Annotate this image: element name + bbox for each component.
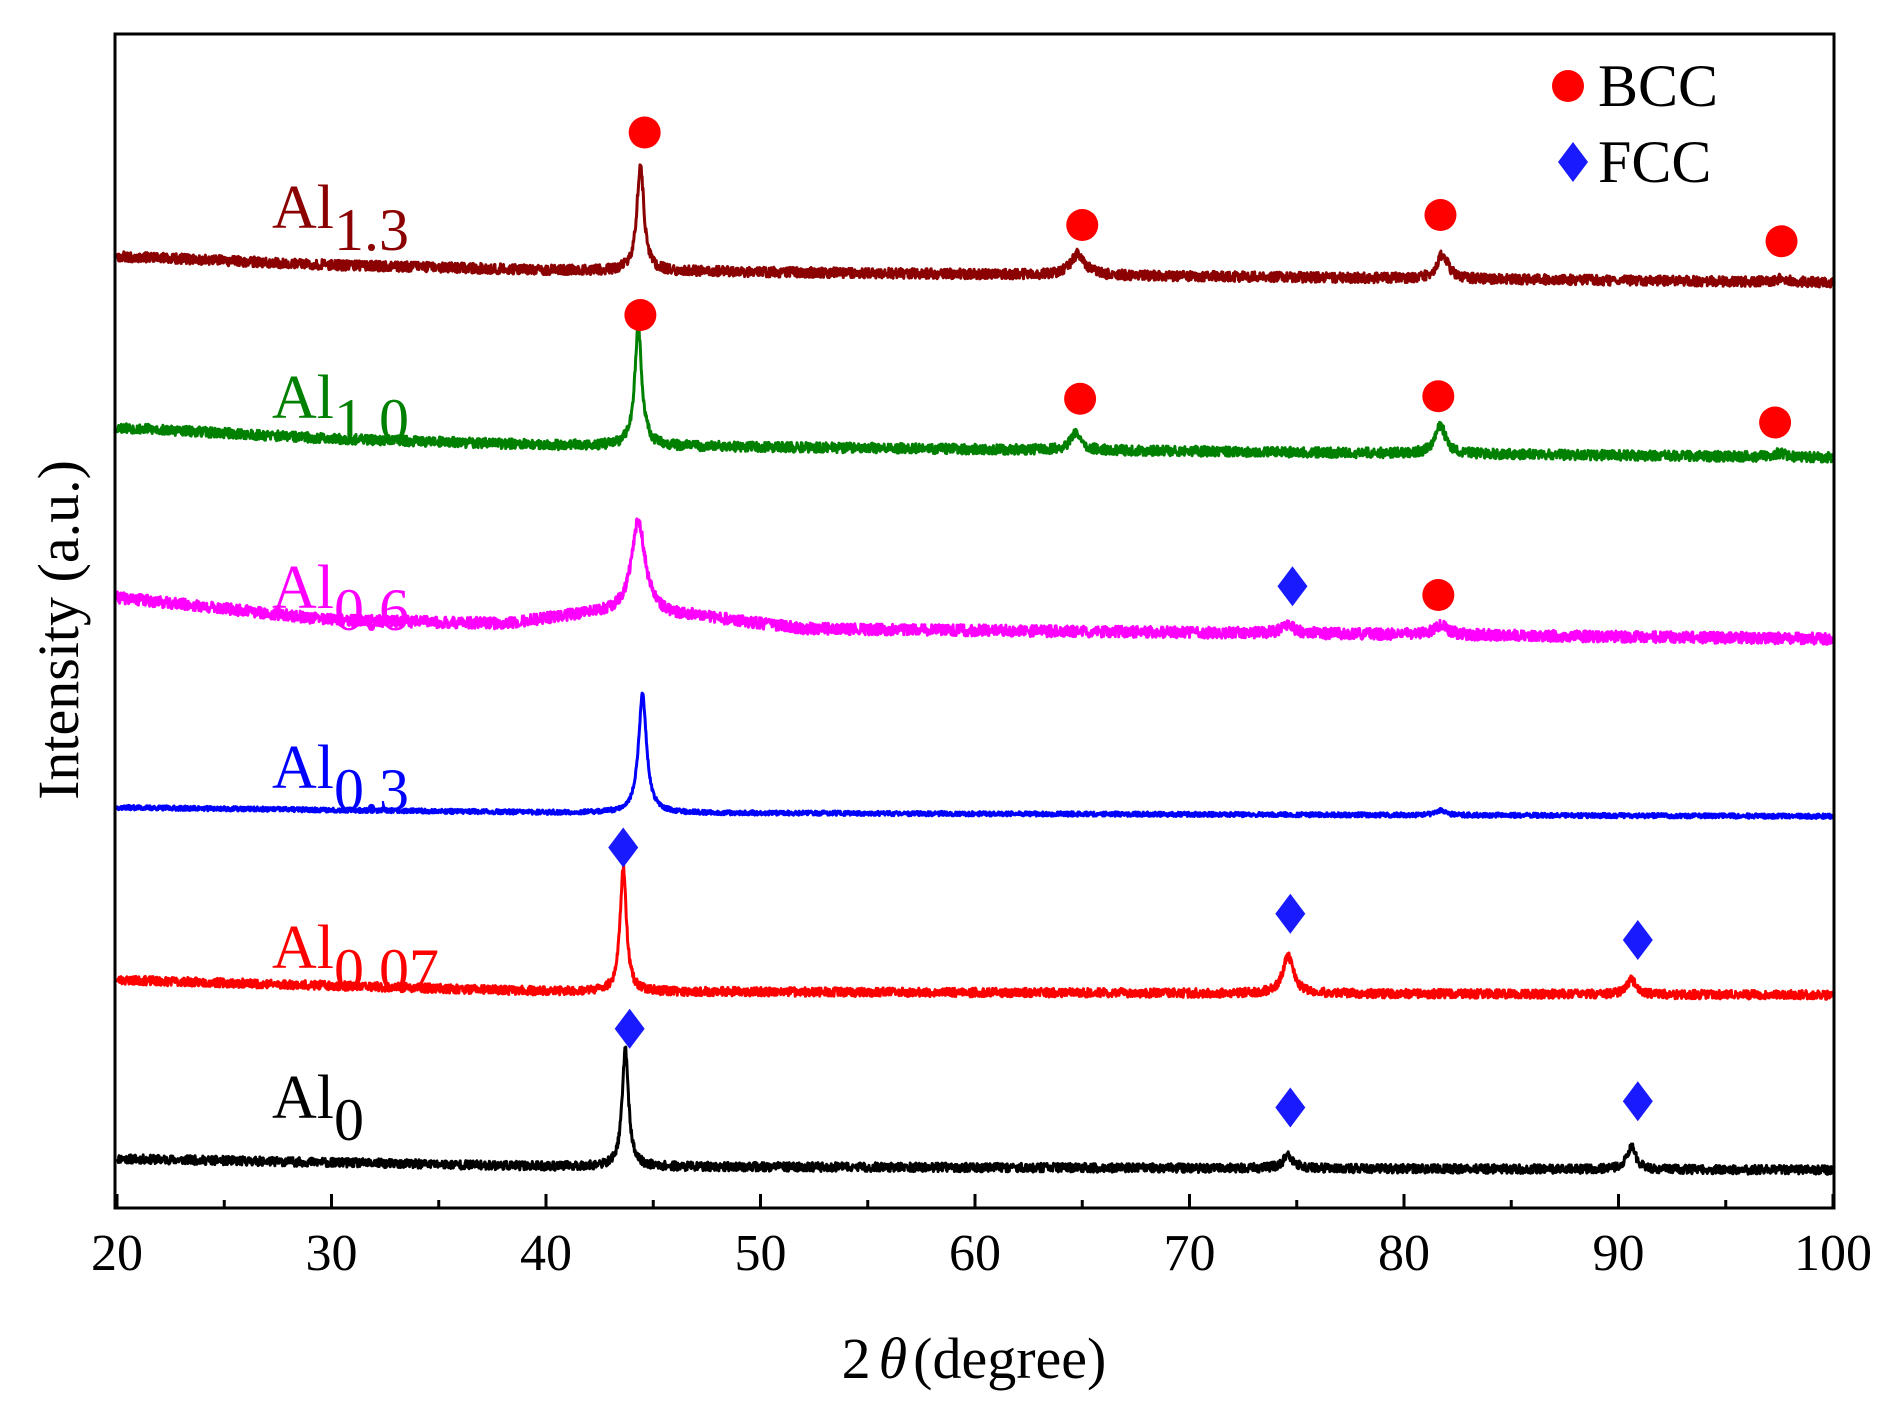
series-line-Al0.3 — [115, 691, 1835, 820]
bcc-marker — [1066, 209, 1099, 241]
bcc-marker — [1422, 579, 1455, 611]
x-tick-label: 90 — [1593, 1225, 1645, 1282]
series-line-Al0.6 — [115, 517, 1835, 646]
series-label-sub: 0.6 — [334, 577, 409, 643]
series-layer — [115, 163, 1835, 1176]
series-label-base: Al — [272, 734, 334, 802]
y-axis-label: Intensity (a.u.) — [26, 460, 91, 800]
bcc-marker — [1422, 380, 1455, 413]
marker-layer — [608, 116, 1798, 1128]
x-axis-label: 2 θ (degree) — [842, 1326, 1107, 1391]
series-label-Al0: Al0 — [272, 1064, 364, 1153]
series-label-Al0.6: Al0.6 — [272, 554, 409, 643]
legend-bcc-marker — [1552, 70, 1584, 102]
legend: BCC FCC — [1552, 53, 1718, 195]
series-label-sub: 0.3 — [334, 757, 409, 823]
x-tick-label: 20 — [91, 1225, 143, 1282]
bcc-marker — [1064, 382, 1097, 415]
series-label-base: Al — [272, 554, 334, 622]
legend-fcc-marker — [1558, 142, 1588, 182]
x-tick-label: 70 — [1164, 1225, 1216, 1282]
series-label-sub: 1.3 — [334, 197, 409, 263]
series-label-base: Al — [272, 364, 334, 432]
bcc-marker — [624, 299, 657, 331]
series-label-sub: 0.07 — [334, 937, 439, 1003]
bcc-marker — [628, 116, 661, 149]
series-label-Al1.3: Al1.3 — [272, 174, 409, 263]
fcc-marker — [1275, 1087, 1306, 1128]
x-tick-label: 80 — [1378, 1225, 1430, 1282]
legend-label: FCC — [1598, 129, 1711, 195]
x-tick-label: 30 — [306, 1225, 358, 1282]
fcc-marker — [1622, 1081, 1653, 1122]
series-label-sub: 0 — [334, 1087, 364, 1153]
series-line-Al1.0 — [115, 326, 1835, 464]
bcc-marker — [1424, 199, 1457, 231]
x-tick-label: 60 — [949, 1225, 1001, 1282]
series-line-Al1.3 — [115, 163, 1835, 289]
bcc-marker — [1765, 225, 1798, 258]
fcc-marker — [608, 827, 639, 868]
x-tick-label: 50 — [735, 1225, 787, 1282]
series-label-sub: 1.0 — [334, 387, 409, 453]
fcc-marker — [1277, 566, 1308, 607]
fcc-marker — [1622, 920, 1653, 960]
x-tick-label: 40 — [520, 1225, 572, 1282]
series-label-base: Al — [272, 914, 334, 982]
series-label-base: Al — [272, 174, 334, 242]
series-label-Al0.3: Al0.3 — [272, 734, 409, 823]
series-label-base: Al — [272, 1064, 334, 1132]
legend-label: BCC — [1598, 53, 1718, 119]
x-tick-label: 100 — [1794, 1225, 1872, 1282]
fcc-marker — [1275, 893, 1306, 934]
series-label-Al1.0: Al1.0 — [272, 364, 409, 453]
fcc-marker — [614, 1008, 645, 1049]
bcc-marker — [1759, 406, 1792, 439]
series-label-Al0.07: Al0.07 — [272, 914, 439, 1003]
series-line-Al0.07 — [115, 863, 1835, 1001]
x-axis-ticks: 20 30 40 50 60 70 80 90 100 — [91, 1194, 1872, 1282]
series-line-Al0 — [115, 1045, 1835, 1176]
